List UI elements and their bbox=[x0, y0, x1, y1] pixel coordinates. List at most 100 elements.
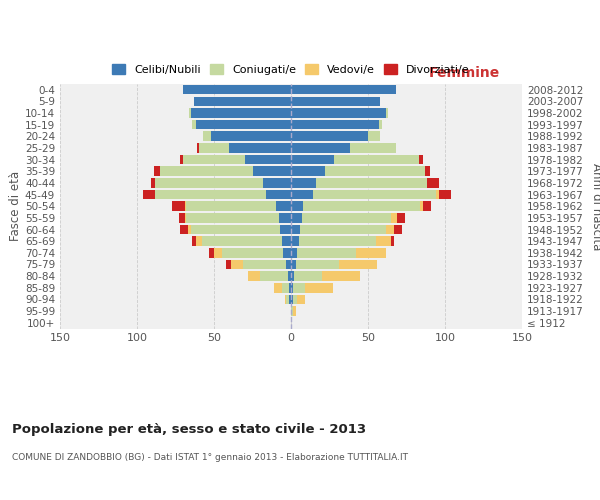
Bar bbox=[436, 190, 439, 200]
Bar bbox=[180, 155, 183, 164]
Legend: Celibi/Nubili, Coniugati/e, Vedovi/e, Divorziati/e: Celibi/Nubili, Coniugati/e, Vedovi/e, Di… bbox=[108, 60, 474, 79]
Bar bbox=[278, 213, 291, 222]
Bar bbox=[285, 294, 286, 304]
Bar bbox=[191, 224, 280, 234]
Bar bbox=[293, 283, 305, 292]
Bar bbox=[296, 260, 339, 270]
Bar bbox=[214, 248, 222, 258]
Bar bbox=[394, 224, 402, 234]
Bar bbox=[199, 143, 229, 152]
Bar bbox=[245, 155, 291, 164]
Bar bbox=[421, 202, 424, 211]
Bar bbox=[193, 120, 196, 130]
Bar bbox=[160, 166, 253, 176]
Bar bbox=[188, 224, 191, 234]
Bar bbox=[297, 248, 356, 258]
Bar bbox=[286, 294, 289, 304]
Bar bbox=[391, 236, 394, 246]
Bar bbox=[229, 143, 291, 152]
Y-axis label: Fasce di età: Fasce di età bbox=[9, 171, 22, 242]
Bar bbox=[419, 155, 424, 164]
Bar bbox=[350, 143, 396, 152]
Bar bbox=[253, 166, 291, 176]
Bar bbox=[289, 294, 291, 304]
Bar bbox=[291, 85, 396, 94]
Bar bbox=[155, 178, 263, 188]
Bar bbox=[300, 224, 386, 234]
Bar bbox=[209, 248, 214, 258]
Bar bbox=[202, 236, 282, 246]
Bar bbox=[282, 236, 291, 246]
Bar bbox=[313, 190, 436, 200]
Bar bbox=[291, 143, 350, 152]
Bar bbox=[291, 248, 297, 258]
Bar bbox=[155, 190, 266, 200]
Bar bbox=[288, 272, 291, 281]
Bar bbox=[291, 132, 368, 141]
Bar bbox=[376, 236, 391, 246]
Bar bbox=[291, 155, 334, 164]
Bar bbox=[356, 248, 386, 258]
Bar bbox=[293, 294, 297, 304]
Bar bbox=[291, 236, 299, 246]
Bar bbox=[291, 120, 379, 130]
Bar bbox=[291, 202, 304, 211]
Bar bbox=[291, 178, 316, 188]
Bar bbox=[226, 260, 231, 270]
Bar bbox=[274, 283, 282, 292]
Bar bbox=[294, 272, 322, 281]
Bar bbox=[197, 143, 199, 152]
Bar bbox=[339, 260, 377, 270]
Bar bbox=[322, 272, 360, 281]
Bar bbox=[263, 178, 291, 188]
Bar bbox=[293, 306, 296, 316]
Bar bbox=[286, 260, 291, 270]
Bar bbox=[275, 202, 291, 211]
Bar bbox=[291, 224, 300, 234]
Bar bbox=[291, 213, 302, 222]
Bar bbox=[183, 155, 245, 164]
Bar bbox=[297, 294, 305, 304]
Bar bbox=[185, 202, 186, 211]
Bar bbox=[291, 190, 313, 200]
Bar bbox=[316, 178, 427, 188]
Bar bbox=[291, 283, 293, 292]
Bar bbox=[180, 224, 188, 234]
Bar bbox=[368, 132, 380, 141]
Bar bbox=[191, 108, 291, 118]
Bar bbox=[291, 272, 294, 281]
Bar bbox=[260, 272, 288, 281]
Bar bbox=[291, 294, 293, 304]
Text: Popolazione per età, sesso e stato civile - 2013: Popolazione per età, sesso e stato civil… bbox=[12, 422, 366, 436]
Bar bbox=[172, 202, 185, 211]
Bar bbox=[203, 132, 211, 141]
Bar bbox=[291, 260, 296, 270]
Bar bbox=[243, 260, 286, 270]
Bar bbox=[211, 132, 291, 141]
Bar bbox=[397, 213, 405, 222]
Bar bbox=[291, 306, 293, 316]
Bar bbox=[386, 224, 394, 234]
Bar bbox=[190, 108, 191, 118]
Y-axis label: Anni di nascita: Anni di nascita bbox=[590, 162, 600, 250]
Bar bbox=[427, 178, 439, 188]
Bar bbox=[266, 190, 291, 200]
Bar bbox=[289, 283, 291, 292]
Bar bbox=[231, 260, 243, 270]
Bar bbox=[143, 190, 155, 200]
Bar bbox=[304, 202, 421, 211]
Bar bbox=[186, 202, 275, 211]
Bar bbox=[391, 213, 397, 222]
Bar bbox=[425, 166, 430, 176]
Text: COMUNE DI ZANDOBBIO (BG) - Dati ISTAT 1° gennaio 2013 - Elaborazione TUTTITALIA.: COMUNE DI ZANDOBBIO (BG) - Dati ISTAT 1°… bbox=[12, 452, 408, 462]
Bar bbox=[386, 108, 388, 118]
Bar bbox=[334, 155, 419, 164]
Bar bbox=[424, 202, 431, 211]
Bar bbox=[280, 224, 291, 234]
Bar bbox=[282, 283, 289, 292]
Text: Femmine: Femmine bbox=[428, 66, 500, 80]
Bar bbox=[194, 96, 291, 106]
Bar bbox=[291, 108, 386, 118]
Bar bbox=[151, 178, 155, 188]
Bar bbox=[179, 213, 185, 222]
